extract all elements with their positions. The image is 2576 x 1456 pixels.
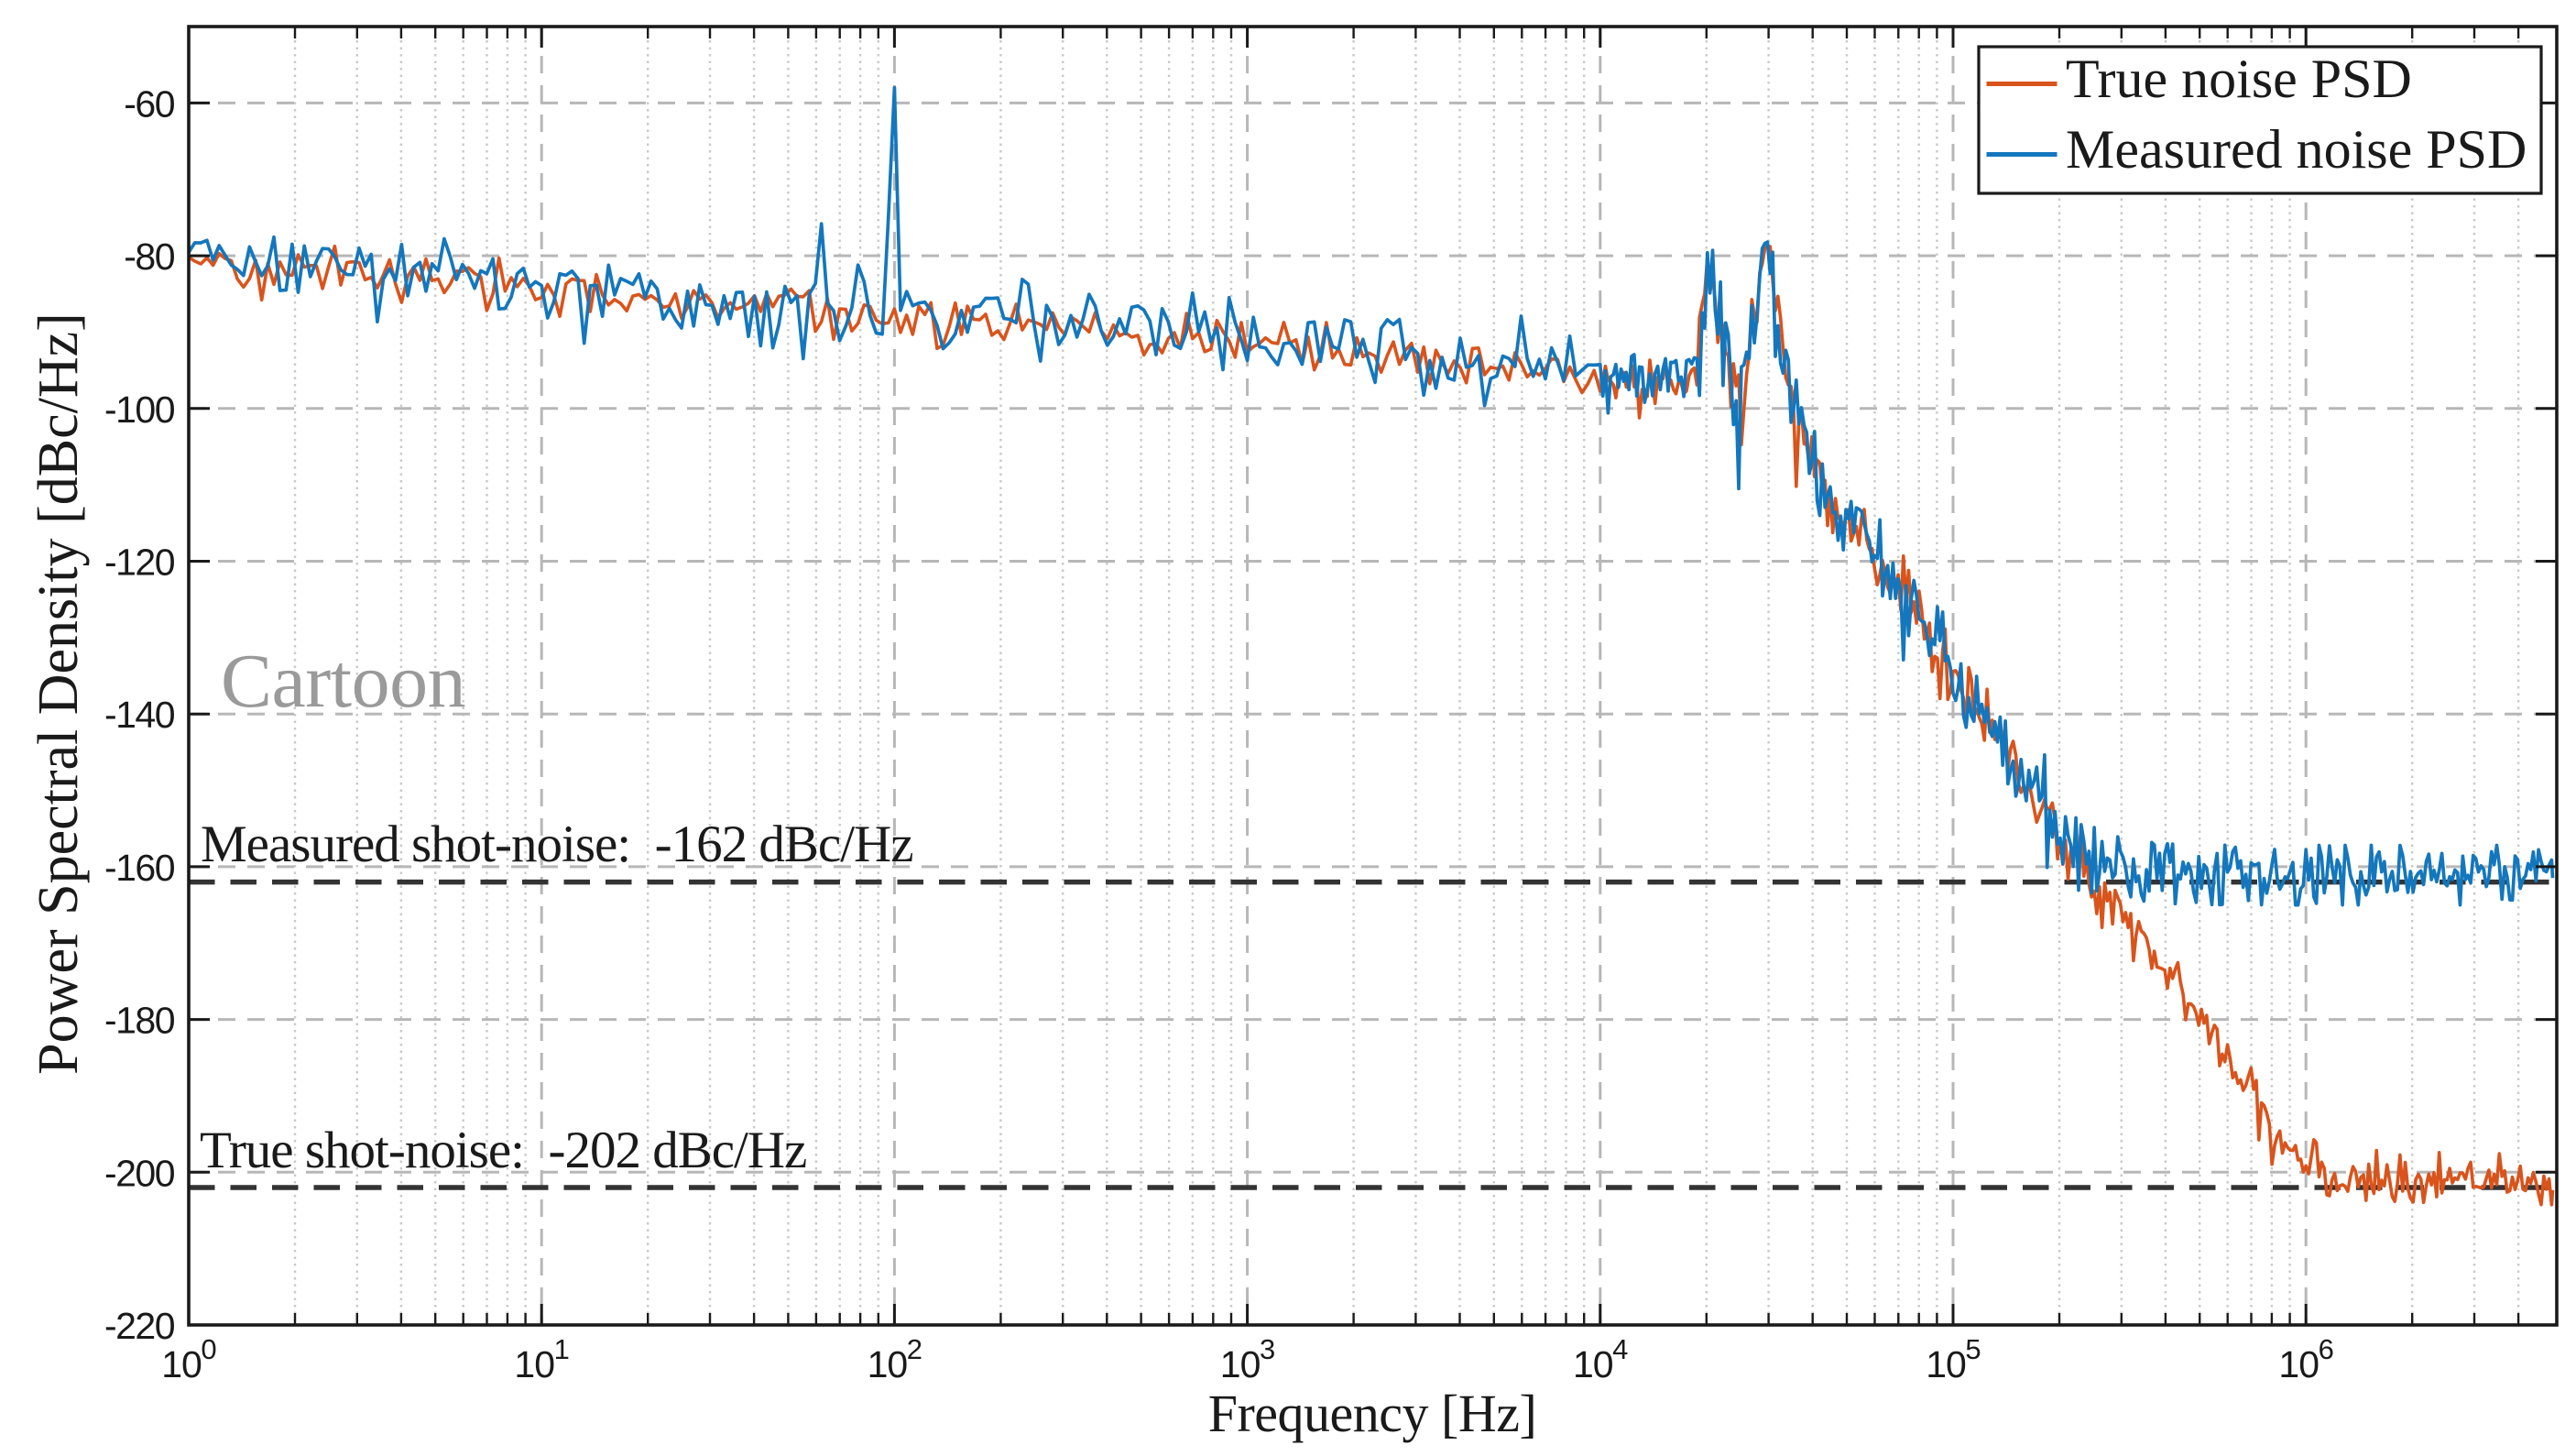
svg-text:5: 5: [1965, 1333, 1981, 1365]
svg-text:0: 0: [201, 1333, 216, 1365]
svg-text:-200: -200: [104, 1152, 175, 1194]
svg-text:10: 10: [514, 1343, 554, 1385]
svg-text:3: 3: [1260, 1333, 1275, 1365]
svg-text:10: 10: [868, 1343, 908, 1385]
svg-text:1: 1: [554, 1333, 570, 1365]
svg-text:-160: -160: [104, 847, 175, 889]
svg-text:True shot-noise: -202 dBc/Hz: True shot-noise: -202 dBc/Hz: [200, 1122, 806, 1179]
svg-text:4: 4: [1612, 1333, 1628, 1365]
svg-text:Measured shot-noise: -162 dBc: Measured shot-noise: -162 dBc/Hz: [201, 816, 913, 873]
svg-text:Frequency [Hz]: Frequency [Hz]: [1208, 1384, 1537, 1443]
svg-text:Power Spectral Density [dBc/Hz: Power Spectral Density [dBc/Hz]: [27, 312, 90, 1075]
svg-text:Cartoon: Cartoon: [221, 639, 465, 724]
svg-text:10: 10: [2278, 1343, 2319, 1385]
svg-text:True noise PSD: True noise PSD: [2066, 49, 2412, 109]
svg-text:-80: -80: [124, 235, 174, 278]
svg-text:-140: -140: [104, 694, 175, 736]
svg-text:2: 2: [907, 1333, 922, 1365]
svg-text:-180: -180: [104, 1000, 175, 1042]
svg-text:-220: -220: [104, 1305, 175, 1347]
svg-text:-60: -60: [124, 82, 174, 125]
svg-text:10: 10: [1573, 1343, 1613, 1385]
svg-text:10: 10: [161, 1343, 202, 1385]
svg-text:10: 10: [1926, 1343, 1966, 1385]
svg-text:Measured noise PSD: Measured noise PSD: [2066, 119, 2527, 180]
svg-text:-120: -120: [104, 542, 175, 584]
svg-text:10: 10: [1220, 1343, 1261, 1385]
svg-text:-100: -100: [104, 389, 175, 431]
svg-text:6: 6: [2319, 1333, 2334, 1365]
